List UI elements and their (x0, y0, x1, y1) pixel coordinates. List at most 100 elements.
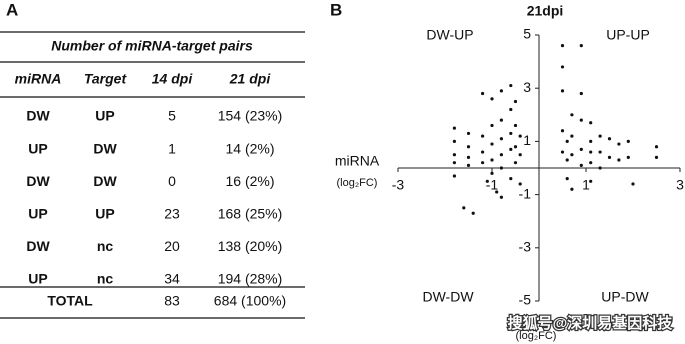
table-cell: 138 (20%) (218, 238, 283, 254)
point (654, 145, 659, 149)
point (499, 153, 503, 157)
point (560, 150, 565, 154)
point (490, 97, 494, 101)
point (598, 150, 602, 154)
quadrant-label: UP-DW (601, 289, 649, 305)
x-tick-label: -1 (486, 177, 499, 193)
point (570, 153, 574, 157)
point (466, 145, 471, 149)
point (607, 137, 612, 141)
table-cell: 154 (23%) (218, 108, 283, 124)
point (598, 134, 602, 138)
y-tick-label: -1 (519, 185, 532, 201)
point (518, 134, 522, 138)
column-header: 21 dpi (229, 71, 272, 87)
x-axis-unit: (log₂FC) (337, 177, 378, 189)
x-tick-label: 3 (676, 177, 684, 193)
table-cell: DW (26, 238, 50, 254)
point (471, 211, 475, 215)
y-tick-label: 3 (523, 79, 531, 95)
point (509, 83, 513, 88)
x-tick-label: 1 (582, 177, 590, 193)
point (499, 137, 503, 141)
table-cell: 23 (164, 206, 180, 222)
point (513, 161, 518, 165)
point (452, 126, 456, 130)
quadrant-label: DW-DW (422, 289, 474, 305)
table-cell: 194 (28%) (218, 271, 283, 287)
table-cell: DW (26, 173, 50, 189)
point (490, 123, 494, 128)
table-cell: UP (95, 206, 114, 222)
point (589, 161, 593, 165)
point (481, 91, 485, 96)
table-cell: DW (26, 108, 50, 124)
column-header: 14 dpi (152, 71, 194, 87)
table-cell: 14 (2%) (225, 140, 274, 156)
point (654, 155, 659, 159)
panel-label: B (330, 0, 342, 19)
x-tick-label: -3 (392, 177, 405, 193)
point (499, 166, 503, 170)
point (499, 89, 503, 93)
chart-title: 21dpi (527, 3, 564, 19)
point (513, 123, 518, 128)
table-title: Number of miRNA-target pairs (51, 38, 253, 54)
point (466, 163, 471, 167)
point (499, 118, 503, 122)
quadrant-label: DW-UP (426, 27, 473, 43)
point (495, 190, 499, 194)
point (626, 139, 630, 143)
point (565, 139, 569, 143)
point (631, 182, 635, 186)
table-cell: nc (97, 271, 114, 287)
point (579, 147, 583, 151)
point (565, 158, 569, 162)
point (579, 118, 583, 122)
point (462, 206, 466, 210)
table-cell: 1 (168, 140, 176, 156)
point (509, 131, 513, 136)
point (579, 44, 583, 48)
point (565, 177, 569, 181)
column-header: miRNA (15, 71, 62, 87)
point (452, 161, 456, 165)
point (485, 179, 489, 183)
point (452, 139, 456, 143)
point (570, 113, 574, 117)
table-cell: UP (28, 271, 47, 287)
table-total: 83 (164, 293, 180, 309)
point (560, 89, 565, 93)
y-axis-unit: (log₂FC) (516, 330, 557, 342)
point (607, 155, 612, 159)
table-total: 684 (100%) (214, 293, 286, 309)
table-cell: DW (93, 140, 117, 156)
table-cell: 16 (2%) (225, 173, 274, 189)
point (589, 179, 593, 183)
table-cell: UP (28, 206, 47, 222)
y-tick-label: -3 (519, 239, 532, 255)
table-cell: UP (95, 108, 114, 124)
point (570, 134, 574, 138)
point (570, 187, 574, 191)
point (617, 142, 621, 146)
point (466, 155, 471, 159)
point (499, 195, 503, 199)
point (481, 161, 485, 165)
table-cell: 34 (164, 271, 180, 287)
point (452, 174, 456, 178)
point (481, 150, 485, 154)
point (589, 150, 593, 154)
point (617, 158, 621, 162)
table-cell: 0 (168, 173, 176, 189)
table-cell: DW (93, 173, 117, 189)
table-cell: 168 (25%) (218, 206, 283, 222)
point (589, 139, 593, 143)
point (626, 155, 630, 159)
table: miRNA Target 14 dpi 21 dpi DW UP 5 154 (23%) UP D… (15, 71, 287, 309)
point (518, 182, 522, 186)
point (452, 153, 456, 157)
quadrant-label: UP-UP (606, 27, 650, 43)
table-cell: UP (28, 140, 47, 156)
